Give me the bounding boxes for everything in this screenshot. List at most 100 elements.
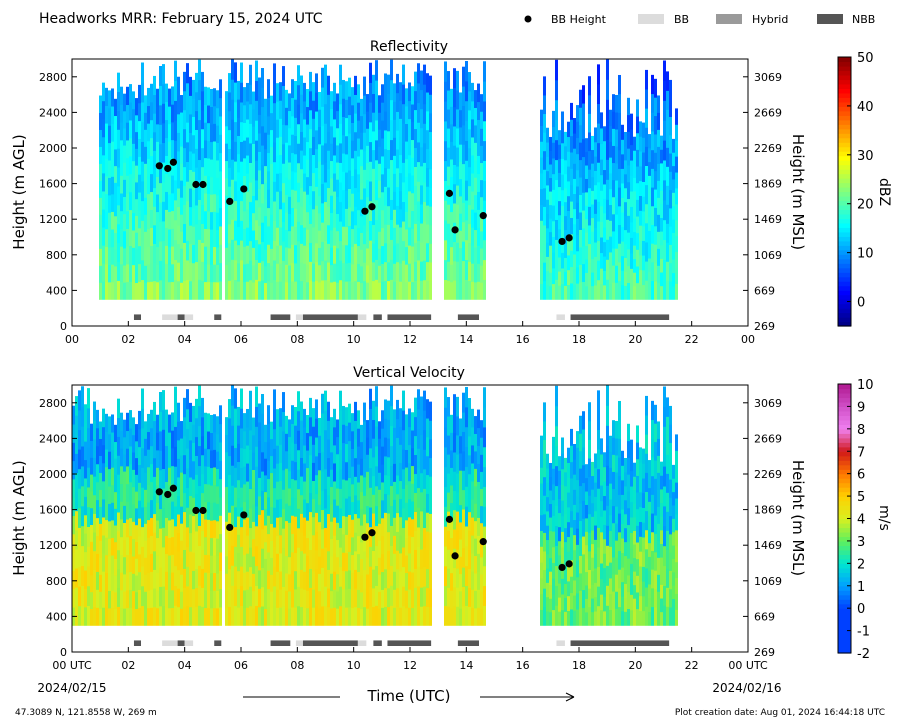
echo-cell [174,406,177,427]
echo-cell [93,457,96,477]
echo-cell [624,243,627,258]
echo-cell [549,476,552,491]
echo-cell [474,177,477,196]
echo-cell [204,589,207,609]
echo-cell [228,436,231,457]
echo-cell [555,505,558,527]
echo-cell [444,220,447,241]
echo-cell [315,224,318,244]
echo-cell [318,264,321,283]
echo-cell [336,505,339,523]
echo-cell [234,388,237,409]
echo-cell [300,168,303,188]
echo-cell [375,159,378,181]
echo-cell [408,480,411,500]
echo-cell [408,154,411,174]
echo-cell [156,449,159,468]
echo-cell [225,212,228,231]
echo-cell [573,534,576,551]
echo-cell [402,507,405,528]
bb-type-bar [556,314,565,320]
echo-cell [342,588,345,608]
echo-cell [579,177,582,196]
echo-cell [624,555,627,571]
echo-cell [450,449,453,468]
echo-cell [99,265,102,283]
bb-type-bar [162,314,178,320]
echo-cell [645,415,648,435]
echo-cell [267,79,270,99]
legend-hybrid-swatch [716,14,742,24]
echo-cell [423,260,426,281]
echo-cell [339,84,342,105]
echo-cell [162,122,165,144]
colorbar-step [838,160,851,166]
echo-cell [417,605,420,626]
echo-cell [168,572,171,591]
echo-cell [111,572,114,591]
echo-cell [609,609,612,626]
echo-cell [192,189,195,209]
echo-cell [159,279,162,300]
echo-cell [633,272,636,287]
echo-cell [207,140,210,159]
echo-cell [549,218,552,233]
echo-cell [543,532,546,552]
x-tick-label: 06 [234,659,248,672]
echo-cell [612,213,615,232]
echo-cell [72,570,75,590]
echo-cell [417,122,420,143]
echo-cell [558,540,561,556]
echo-cell [159,528,162,549]
echo-cell [324,123,327,144]
echo-cell [111,193,114,212]
echo-cell [342,607,345,626]
echo-cell [591,203,594,219]
echo-cell [399,281,402,300]
echo-cell [426,474,429,494]
echo-cell [549,530,552,545]
echo-cell [402,429,405,450]
bb-height-point [192,180,200,189]
echo-cell [312,226,315,246]
echo-cell [246,209,249,228]
echo-cell [99,231,102,249]
echo-cell [75,434,78,454]
reflectivity-bb-type-bars [133,314,670,320]
echo-cell [426,418,429,438]
echo-cell [207,228,210,247]
echo-cell [84,441,87,461]
echo-cell [270,214,273,232]
colorbar-step [838,469,851,475]
echo-cell [267,189,270,209]
echo-cell [630,144,633,161]
echo-cell [201,435,204,456]
echo-cell [162,566,165,587]
echo-cell [285,107,288,126]
echo-cell [561,453,564,470]
colorbar-step [838,65,851,72]
velocity-y2label: Height (m MSL) [789,460,807,576]
echo-cell [480,437,483,455]
echo-cell [558,158,561,173]
echo-cell [312,498,315,518]
echo-cell [252,247,255,266]
echo-cell [543,243,546,263]
echo-cell [654,115,657,135]
echo-cell [198,259,201,280]
echo-cell [117,606,120,626]
echo-cell [390,525,393,546]
echo-cell [270,129,273,148]
echo-cell [402,449,405,470]
echo-cell [549,490,552,505]
echo-cell [258,243,261,263]
echo-cell [165,553,168,572]
echo-cell [567,225,570,241]
echo-cell [99,438,102,456]
echo-cell [237,497,240,517]
echo-cell [396,512,399,532]
echo-cell [75,529,78,550]
echo-cell [447,435,450,455]
echo-cell [321,606,324,626]
